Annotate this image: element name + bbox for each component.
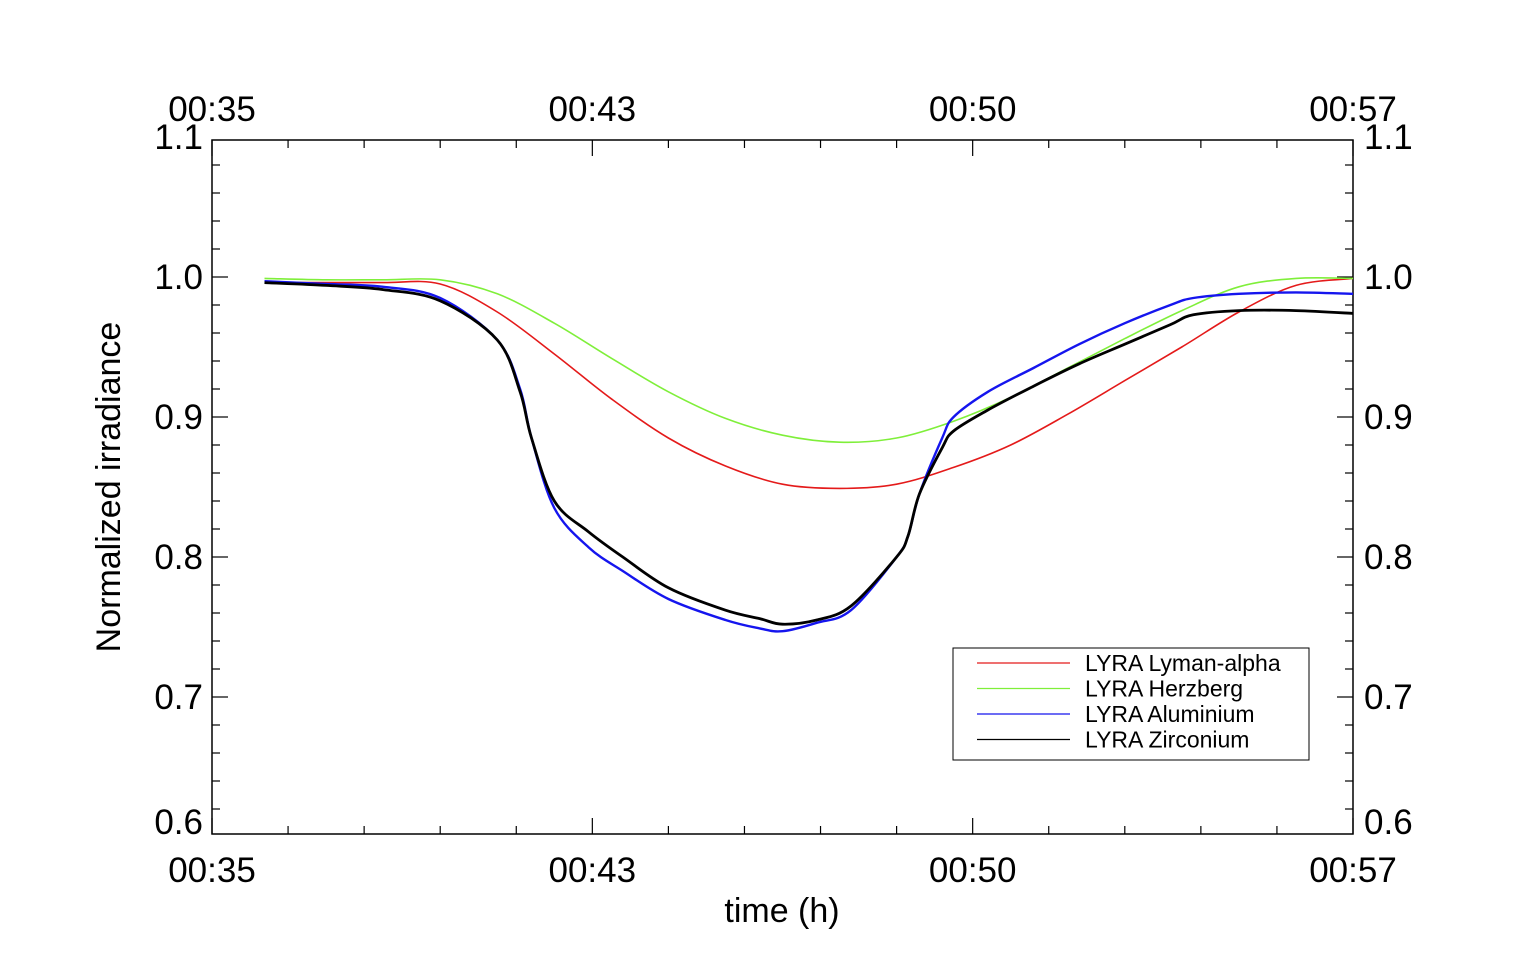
data-series: [264, 276, 1354, 633]
x-tick-label-bottom: 00:57: [1309, 851, 1397, 890]
y-tick-label-left: 0.9: [154, 398, 203, 437]
y-tick-label-left: 1.1: [154, 118, 203, 157]
y-tick-label-left: 0.8: [154, 538, 203, 577]
y-tick-label-left: 1.0: [154, 258, 203, 297]
y-tick-label-right: 0.9: [1364, 398, 1413, 437]
y-tick-label-right: 1.0: [1364, 258, 1413, 297]
x-axis-title: time (h): [724, 892, 839, 930]
series-line-lyra-lyman-alpha: [264, 277, 1354, 490]
axis-tick-labels: 0.6 0.60.7 0.70.8 0.80.9 0.91.0 1.01.1 1.100:3…: [154, 90, 1412, 890]
x-tick-label-bottom: 00:35: [168, 851, 256, 890]
legend-box: [952, 647, 1310, 761]
legend-label-lyra-herzberg: LYRA Herzberg: [1085, 676, 1243, 702]
legend-label-lyra-lyman-alpha: LYRA Lyman-alpha: [1085, 650, 1281, 676]
y-axis-title: Normalized irradiance: [90, 322, 128, 653]
x-tick-label-top: 00:57: [1309, 90, 1397, 129]
y-tick-label-right: 0.7: [1364, 678, 1413, 717]
x-tick-label-top: 00:50: [929, 90, 1017, 129]
x-tick-label-top: 00:35: [168, 90, 256, 129]
series-line-lyra-aluminium: [264, 280, 1354, 633]
legend-label-lyra-aluminium: LYRA Aluminium: [1085, 701, 1255, 727]
plot-frame: [211, 139, 1354, 835]
x-tick-label-bottom: 00:43: [548, 851, 636, 890]
y-tick-label-left: 0.6: [154, 803, 203, 842]
series-line-lyra-herzberg: [264, 276, 1354, 444]
y-tick-label-right: 1.1: [1364, 118, 1413, 157]
legend-label-lyra-zirconium: LYRA Zirconium: [1085, 727, 1249, 753]
y-tick-label-right: 0.6: [1364, 803, 1413, 842]
series-line-lyra-zirconium: [264, 281, 1354, 626]
y-tick-label-right: 0.8: [1364, 538, 1413, 577]
x-tick-label-top: 00:43: [548, 90, 636, 129]
axis-ticks: [211, 140, 1354, 834]
y-tick-label-left: 0.7: [154, 678, 203, 717]
x-tick-label-bottom: 00:50: [929, 851, 1017, 890]
